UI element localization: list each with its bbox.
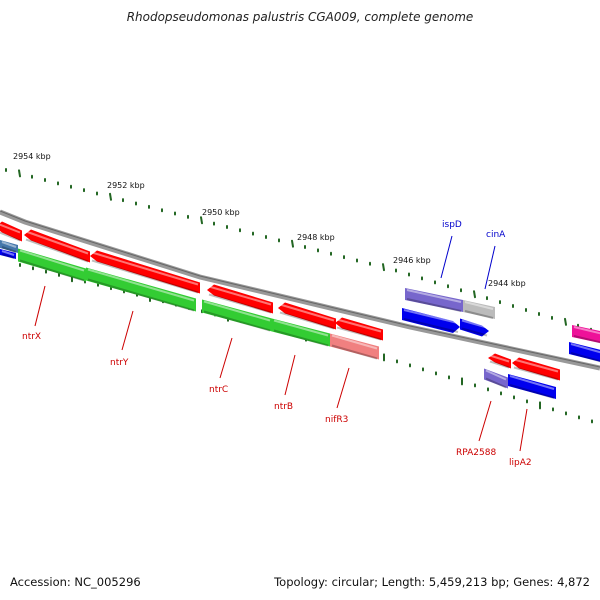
ruler-tick: [200, 216, 203, 225]
ruler-tick: [473, 290, 476, 299]
ruler-tick: [382, 263, 385, 272]
genome-backbone: [0, 209, 600, 371]
gene-label-leader: [336, 367, 350, 409]
gene-label-leader: [484, 245, 496, 290]
ruler-label: 2948 kbp: [297, 233, 335, 242]
gene-label-leader: [219, 337, 233, 379]
gene-arrow: [463, 300, 495, 319]
ruler-tick: [564, 317, 567, 326]
gene-label-leader: [519, 408, 528, 452]
ruler-label: 2950 kbp: [202, 208, 240, 217]
gene-label-leader: [440, 235, 453, 279]
gene-label-leader: [284, 354, 296, 396]
gene-label: ntrY: [110, 358, 129, 368]
accession-text: Accession: NC_005296: [10, 575, 141, 589]
gene-arrow: [24, 229, 90, 263]
ruler-tick: [18, 169, 21, 178]
gene-arrow: [484, 368, 508, 389]
gene-arrow: [0, 249, 16, 259]
gene-arrow: [0, 221, 22, 242]
topology-summary-text: Topology: circular; Length: 5,459,213 bp…: [274, 575, 590, 589]
gene-arrow: [569, 342, 600, 363]
gene-arrow: [86, 267, 196, 312]
gene-arrow: [18, 248, 86, 282]
gene-features: [0, 221, 600, 399]
gene-arrow: [330, 333, 379, 360]
ruler-label: 2954 kbp: [13, 152, 51, 161]
ruler-label: 2944 kbp: [488, 279, 526, 288]
ruler-tick: [291, 239, 294, 248]
gene-arrow: [572, 325, 600, 344]
gene-label: ntrB: [274, 402, 293, 412]
gene-label: nifR3: [325, 415, 348, 425]
gene-label-leader: [121, 310, 134, 351]
gene-label-leader: [478, 400, 492, 442]
gene-label: ntrX: [22, 332, 41, 342]
gene-arrow: [207, 284, 273, 314]
ruler-label: 2952 kbp: [107, 181, 145, 190]
ruler-labels: 2954 kbp 2952 kbp 2950 kbp 2948 kbp 2946 kbp…: [13, 152, 526, 288]
gene-labels: ntrX ntrY ntrC ntrB nifR3 ispD cinA RPA2588 lipA…: [22, 220, 532, 468]
gene-arrow: [335, 317, 383, 341]
gene-arrow: [278, 302, 336, 330]
ruler-ticks-outer: [5, 168, 592, 332]
gene-arrow: [90, 250, 200, 294]
gene-label: RPA2588: [456, 448, 496, 458]
gene-arrow: [405, 288, 463, 312]
gene-arrow: [0, 240, 18, 253]
genome-backbone-highlight: [0, 210, 600, 368]
gene-arrow: [488, 353, 511, 369]
gene-arrow: [460, 318, 489, 337]
gene-arrow: [272, 318, 330, 347]
gene-label: lipA2: [509, 458, 532, 468]
gene-label: ispD: [442, 220, 462, 230]
gene-arrow: [402, 308, 460, 333]
ruler-tick: [109, 192, 112, 201]
ruler-label: 2946 kbp: [393, 256, 431, 265]
gene-label: cinA: [486, 230, 506, 240]
gene-arrow: [202, 299, 272, 332]
gene-label: ntrC: [209, 385, 228, 395]
gene-label-leader: [34, 285, 46, 327]
gene-arrow: [508, 374, 556, 399]
map-title: Rhodopseudomonas palustris CGA009, compl…: [126, 10, 474, 24]
gene-arrow: [512, 357, 560, 381]
